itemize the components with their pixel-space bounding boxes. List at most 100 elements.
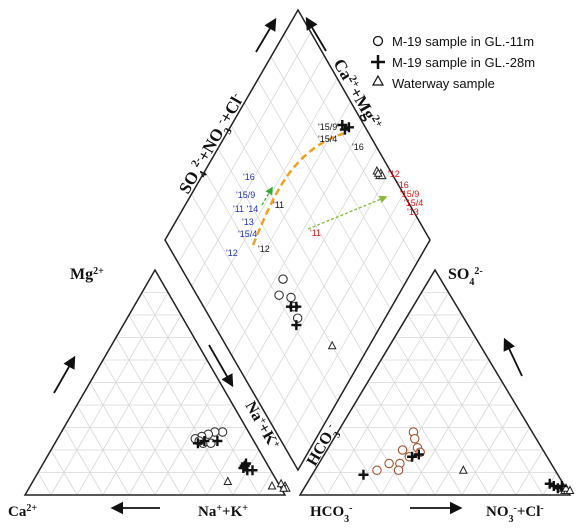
axis-label-so4-no3-cl: SO42-+NO3-+Cl- [175,90,252,199]
cation-point-waterway [267,480,277,490]
legend: M-19 sample in GL.-11m M-19 sample in GL… [371,34,535,91]
arrow-no3-cl-direction [503,337,523,377]
cation-grid [63,427,104,496]
anion-point-gl28 [358,469,369,480]
year-label-gl28-15-4: '15/4 [318,134,337,144]
legend-symbol-circle [372,35,384,47]
year-label-gl28-11-14: '11 '14 [233,204,258,214]
year-label-gl28-11: '11 [273,200,284,210]
cation-grid [258,472,273,496]
anion-point-gl28 [556,481,567,491]
year-label-ww-12: '12 [388,169,400,179]
year-label-gl11-15-4: '15/4 [238,229,257,239]
diamond-point-gl11 [278,274,288,284]
data-points [190,120,575,494]
arrow-ca-mg-direction [305,16,327,52]
direction-arrows [53,16,523,515]
year-label-ww-11: '11 [310,228,321,238]
cation-grid [50,449,78,496]
diamond-point-waterway [373,168,383,177]
anion-point-gl11 [409,433,420,444]
diamond-grid [270,55,404,287]
anion-point-waterway [565,485,575,494]
anion-point-gl28 [413,449,424,460]
axis-label-so4: SO42- [448,266,483,288]
diamond-point-waterway [327,340,337,350]
year-label-gl11-16: '16 [243,172,255,182]
cation-grid [154,382,221,496]
anion-grid [434,382,503,496]
cation-point-gl11 [217,427,228,437]
year-label-gl11-12: '12 [226,248,238,258]
anion-grid [353,404,409,496]
diamond-point-gl11 [292,313,303,323]
cation-grid [141,292,260,496]
legend-label-waterway: Waterway sample [392,76,495,91]
cation-point-gl28 [199,436,210,446]
arrow-na-k-direction [208,344,234,388]
anion-grid [488,427,530,496]
cation-point-waterway [279,483,289,492]
trend-arrow-gl11 [261,186,273,206]
cation-point-gl28 [192,438,203,449]
cation-grid [102,359,182,496]
trend-lines [251,131,388,246]
axis-label-hco3-diamond: HCO3- [303,421,344,471]
diamond-grid [191,55,324,287]
anion-grid [313,472,328,496]
year-label-ww-15-4: '15/4 [404,198,423,208]
cation-grid [115,337,208,496]
anion-triangle [298,268,572,496]
anion-point-gl11 [372,465,382,475]
year-label-ww-16: '16 [397,180,409,190]
grid-lines [37,32,557,496]
anion-grid [340,427,382,496]
anion-grid [380,359,463,496]
cation-point-gl28 [242,465,253,476]
legend-symbol-plus [371,55,385,69]
cation-point-waterway [223,476,233,485]
cation-grid [50,292,169,496]
cation-grid [206,427,247,496]
arrow-mg-direction [53,355,76,394]
anion-point-waterway [561,483,571,492]
year-label-gl28-12: '12 [258,244,270,254]
cation-triangle [23,268,287,496]
diamond-grid [177,32,311,264]
legend-label-gl11: M-19 sample in GL.-11m [392,34,534,49]
cation-grid [37,472,52,496]
cation-grid [102,337,195,496]
anion-point-gl11 [393,465,404,475]
anion-point-gl11 [397,445,408,455]
anion-point-gl28 [407,451,418,462]
cation-grid [76,404,130,496]
year-label-gl28-16: '16 [352,142,364,152]
cation-point-gl28 [241,458,251,469]
axis-label-na-k: Na++K+ [198,503,248,521]
diamond-grid [257,78,391,310]
axis-label-hco3: HCO3- [310,503,353,525]
anion-grid [421,292,544,496]
diamond-grid [283,32,418,264]
plot-frames [23,8,572,496]
axis-label-ca: Ca2+ [8,503,37,521]
anion-grid [367,382,436,496]
trend-arrow-waterway [307,195,388,230]
anion-grid [326,292,449,496]
axis-label-mg: Mg2+ [70,266,104,284]
diamond-field [164,8,431,472]
arrow-so4-no3-cl-direction [255,17,277,53]
diamond-point-gl28 [343,122,354,133]
year-label-gl11-13: '13 [242,217,254,227]
year-labels: '16 '15/9 '11 '14 '11 '13 '15/4 '12 '12 … [226,122,423,258]
cation-grid [128,314,234,496]
anion-point-gl11 [384,458,394,469]
diamond-point-gl11 [286,292,296,303]
diamond-point-gl28 [291,301,302,312]
legend-label-gl28: M-19 sample in GL.-28m [392,55,535,70]
legend-symbol-triangle [371,74,385,86]
anion-grid [394,337,490,496]
diamond-grid [243,101,378,333]
anion-point-waterway [458,465,468,474]
